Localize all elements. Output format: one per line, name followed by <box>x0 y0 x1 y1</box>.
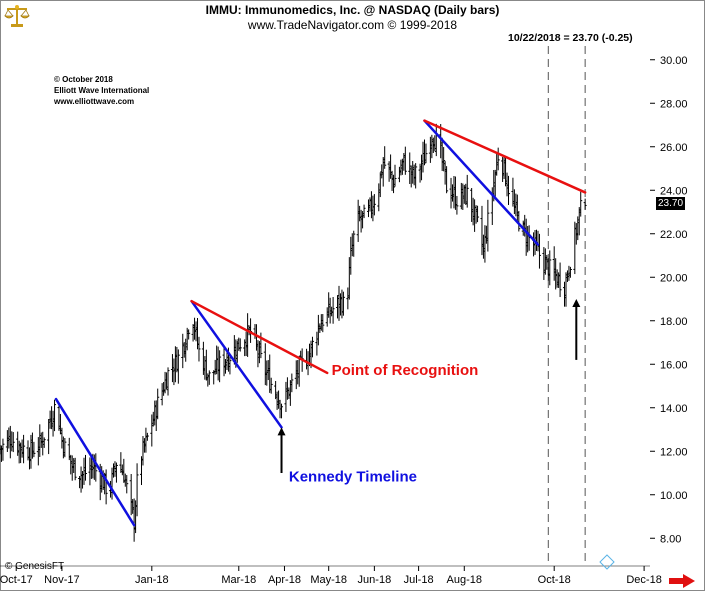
kennedy-timeline <box>423 119 540 246</box>
up-arrow-head <box>572 299 581 307</box>
x-tick-label: Aug-18 <box>447 574 482 586</box>
last-price-label: 23.70 <box>656 197 686 210</box>
y-tick-label: 18.00 <box>660 316 688 328</box>
recognition-line <box>423 119 587 194</box>
gold-scales-logo-icon <box>3 3 31 34</box>
point-of-recognition-label: Point of Recognition <box>332 362 479 379</box>
x-tick-label: May-18 <box>310 574 347 586</box>
y-tick-label: 20.00 <box>660 272 688 284</box>
chart-subtitle: www.TradeNavigator.com © 1999-2018 <box>247 18 458 32</box>
x-tick-label: Jul-18 <box>404 574 434 586</box>
y-tick-label: 14.00 <box>660 403 688 415</box>
right-arrow-icon[interactable] <box>668 574 696 593</box>
x-tick-label: Oct-17 <box>0 574 33 586</box>
copyright-line: © October 2018 <box>54 75 113 84</box>
x-tick-label: Nov-17 <box>44 574 79 586</box>
chart-title: IMMU: Immunomedics, Inc. @ NASDAQ (Daily… <box>205 3 500 17</box>
price-readout: 10/22/2018 = 23.70 (-0.25) <box>508 32 633 44</box>
up-arrow-head <box>277 427 286 436</box>
x-tick-label: Jan-18 <box>135 574 169 586</box>
website-line: www.elliottwave.com <box>54 97 135 106</box>
x-tick-label: Oct-18 <box>538 574 571 586</box>
y-tick-label: 28.00 <box>660 98 688 110</box>
y-tick-label: 30.00 <box>660 55 688 67</box>
kennedy-timeline-label: Kennedy Timeline <box>289 469 417 486</box>
x-tick-label: Dec-18 <box>626 574 661 586</box>
recognition-line <box>190 299 329 375</box>
e-marker-icon <box>599 554 615 570</box>
y-tick-label: 26.00 <box>660 142 688 154</box>
y-tick-label: 10.00 <box>660 490 688 502</box>
x-tick-label: Apr-18 <box>268 574 301 586</box>
kennedy-timeline <box>190 299 283 429</box>
kennedy-timeline <box>54 397 136 527</box>
y-tick-label: 22.00 <box>660 229 688 241</box>
y-tick-label: 16.00 <box>660 359 688 371</box>
x-tick-label: Jun-18 <box>358 574 392 586</box>
y-tick-label: 24.00 <box>660 185 688 197</box>
publisher-line: Elliott Wave International <box>54 86 150 95</box>
x-tick-label: Mar-18 <box>221 574 256 586</box>
y-tick-label: 12.00 <box>660 446 688 458</box>
data-source-label: © GenesisFT <box>5 561 65 572</box>
y-tick-label: 8.00 <box>660 533 681 545</box>
